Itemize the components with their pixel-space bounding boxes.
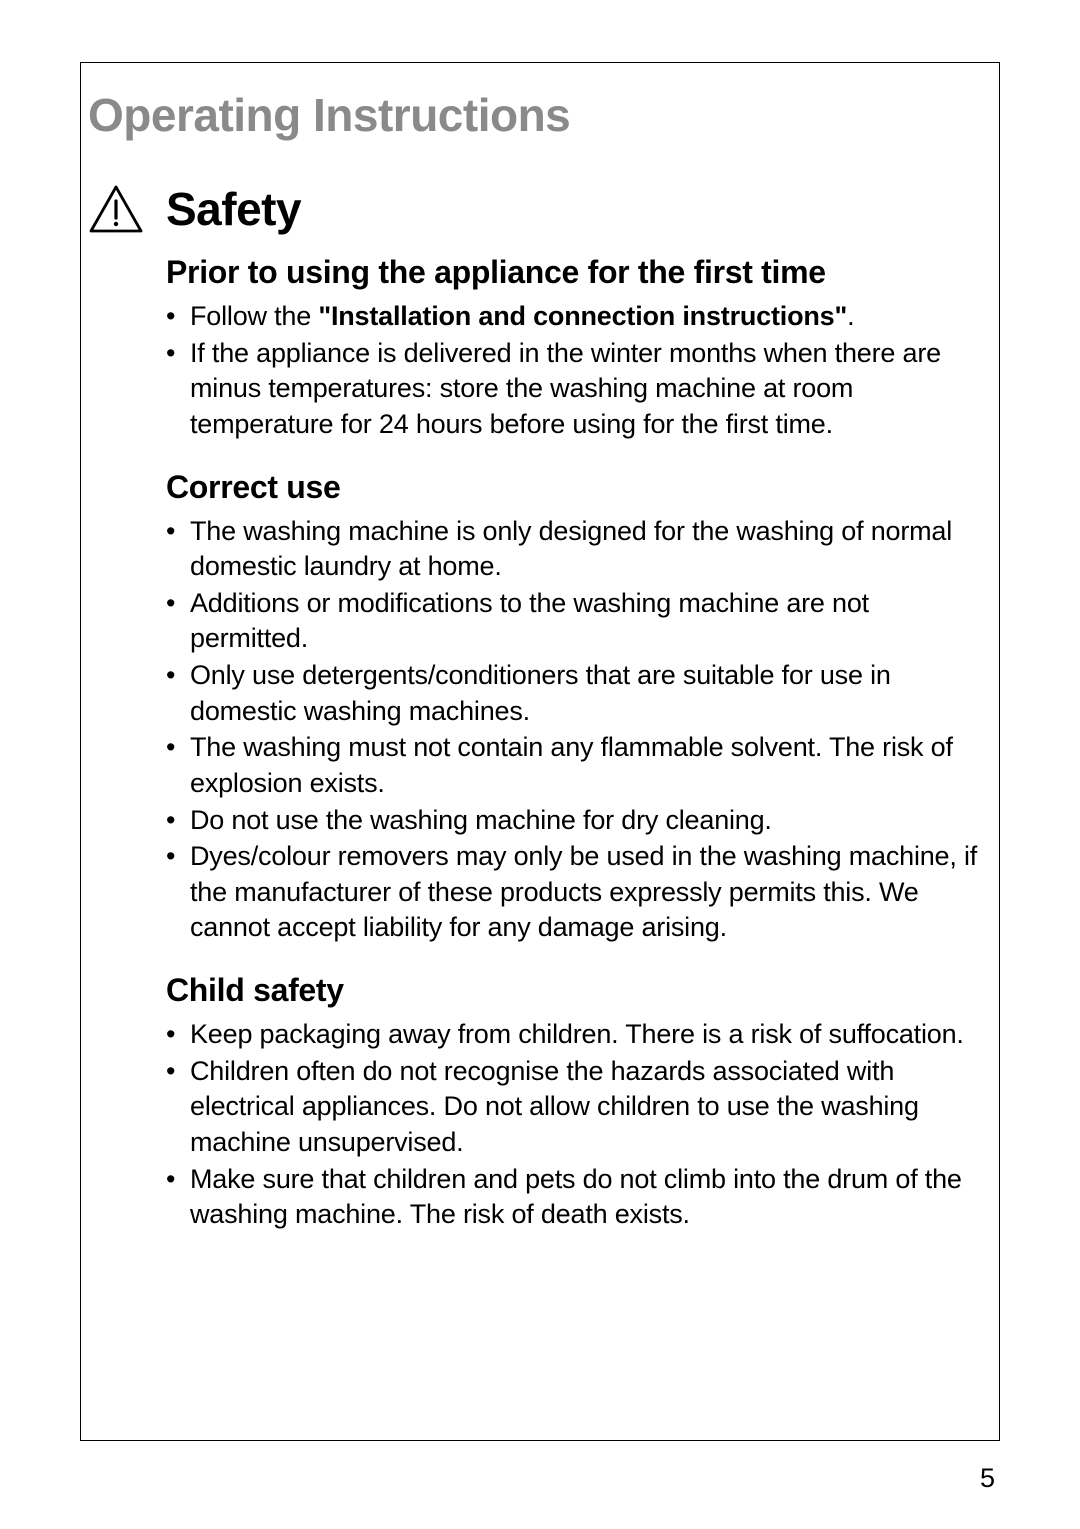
list-item-text: Make sure that children and pets do not … <box>190 1164 962 1230</box>
page-title: Operating Instructions <box>88 88 992 142</box>
list-item-text: Children often do not recognise the haza… <box>190 1056 919 1157</box>
bullet-list: Follow the "Installation and connection … <box>166 299 992 443</box>
list-item-text: If the appliance is delivered in the win… <box>190 338 941 439</box>
list-item-text: Dyes/colour removers may only be used in… <box>190 841 977 942</box>
list-item: Additions or modifications to the washin… <box>166 586 992 657</box>
list-item-text: Follow the <box>190 301 318 331</box>
list-item: Make sure that children and pets do not … <box>166 1162 992 1233</box>
list-item: Follow the "Installation and connection … <box>166 299 992 335</box>
list-item: Do not use the washing machine for dry c… <box>166 803 992 839</box>
list-item-text: Keep packaging away from children. There… <box>190 1019 964 1049</box>
page-number: 5 <box>980 1463 995 1494</box>
list-item-text: Do not use the washing machine for dry c… <box>190 805 772 835</box>
list-item: Dyes/colour removers may only be used in… <box>166 839 992 946</box>
safety-heading-row: Safety <box>88 182 992 236</box>
list-item-text: Only use detergents/conditioners that ar… <box>190 660 891 726</box>
list-item: The washing machine is only designed for… <box>166 514 992 585</box>
safety-heading: Safety <box>166 182 301 236</box>
list-item-text: The washing must not contain any flammab… <box>190 732 953 798</box>
section-child-safety: Child safety Keep packaging away from ch… <box>166 972 992 1233</box>
list-item-text: Additions or modifications to the washin… <box>190 588 869 654</box>
list-item: Children often do not recognise the haza… <box>166 1054 992 1161</box>
warning-triangle-icon <box>88 184 144 234</box>
section-correct-use: Correct use The washing machine is only … <box>166 469 992 947</box>
section-heading: Prior to using the appliance for the fir… <box>166 254 992 291</box>
page-content: Operating Instructions Safety Prior to u… <box>88 88 992 1259</box>
list-item-bold: "Installation and connection instruction… <box>318 301 847 331</box>
section-heading: Correct use <box>166 469 992 506</box>
list-item: Only use detergents/conditioners that ar… <box>166 658 992 729</box>
list-item-text: The washing machine is only designed for… <box>190 516 952 582</box>
section-prior-use: Prior to using the appliance for the fir… <box>166 254 992 443</box>
bullet-list: Keep packaging away from children. There… <box>166 1017 992 1233</box>
list-item-suffix: . <box>847 301 854 331</box>
bullet-list: The washing machine is only designed for… <box>166 514 992 947</box>
list-item: The washing must not contain any flammab… <box>166 730 992 801</box>
list-item: If the appliance is delivered in the win… <box>166 336 992 443</box>
section-heading: Child safety <box>166 972 992 1009</box>
list-item: Keep packaging away from children. There… <box>166 1017 992 1053</box>
